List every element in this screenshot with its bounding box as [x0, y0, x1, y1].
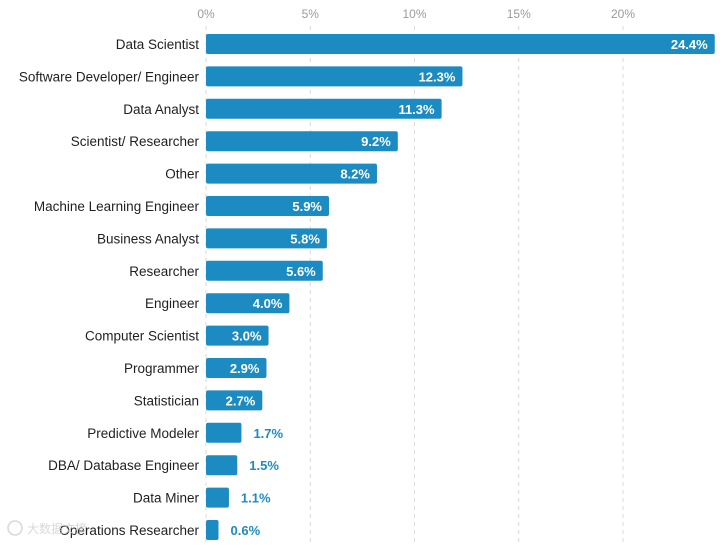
bar [206, 260, 323, 281]
logo-icon [7, 520, 23, 536]
bar [206, 196, 330, 216]
x-tick-label: 0% [197, 7, 215, 21]
category-label: Software Developer/ Engineer [19, 69, 200, 84]
bar [206, 34, 715, 54]
category-labels: Data Scientist Software Developer/ Engine… [19, 37, 200, 538]
category-label: Computer Scientist [85, 329, 199, 344]
x-tick-label: 15% [507, 7, 531, 21]
x-tick-label: 5% [302, 7, 320, 21]
bar [206, 293, 290, 314]
category-label: Engineer [145, 296, 200, 311]
bar [206, 163, 377, 184]
x-tick-label: 10% [402, 7, 426, 21]
bar [206, 228, 327, 249]
value-label: 1.1% [241, 491, 271, 506]
value-label: 9.2% [361, 134, 391, 149]
category-label: Predictive Modeler [87, 426, 199, 441]
category-label: Scientist/ Researcher [71, 134, 200, 149]
value-label: 2.7% [226, 393, 256, 408]
bar [206, 325, 269, 346]
value-label: 4.0% [253, 296, 283, 311]
category-label: Researcher [129, 264, 199, 279]
category-label: Machine Learning Engineer [34, 199, 200, 214]
value-label: 8.2% [340, 167, 370, 182]
watermark: 大数据文摘 [7, 520, 87, 536]
value-label: 5.8% [290, 231, 320, 246]
category-label: Business Analyst [97, 231, 199, 246]
category-label: Data Scientist [116, 37, 200, 52]
category-label: Statistician [134, 393, 199, 408]
category-label: Programmer [124, 361, 200, 376]
x-tick-label: 20% [611, 7, 635, 21]
x-axis-ticks: 0% 5% 10% 15% 20% [197, 7, 635, 21]
category-label: Other [165, 167, 199, 182]
bar [206, 66, 463, 87]
bar [206, 98, 442, 119]
category-label: Operations Researcher [59, 523, 199, 538]
bar [206, 422, 242, 443]
value-label: 2.9% [230, 361, 260, 376]
value-label: 5.6% [286, 264, 316, 279]
value-label: 11.3% [398, 102, 435, 117]
category-label: DBA/ Database Engineer [48, 458, 199, 473]
watermark-text: 大数据文摘 [27, 521, 87, 536]
category-label: Data Miner [133, 491, 200, 506]
bar [206, 487, 229, 508]
value-label: 12.3% [419, 69, 456, 84]
value-label: 1.5% [249, 458, 279, 473]
bars [206, 34, 715, 540]
bar [206, 455, 238, 476]
value-label: 3.0% [232, 329, 262, 344]
bar [206, 131, 398, 152]
category-label: Data Analyst [123, 102, 199, 117]
value-label: 0.6% [231, 523, 261, 538]
value-label: 24.4% [671, 37, 708, 52]
bar [206, 520, 219, 540]
value-label: 1.7% [253, 426, 283, 441]
bar [206, 390, 263, 411]
value-labels: 24.4% 12.3% 11.3% 9.2% 8.2% 5.9% 5.8% 5.6% 4.0% 3… [226, 37, 709, 538]
bar [206, 358, 267, 378]
value-label: 5.9% [292, 199, 322, 214]
